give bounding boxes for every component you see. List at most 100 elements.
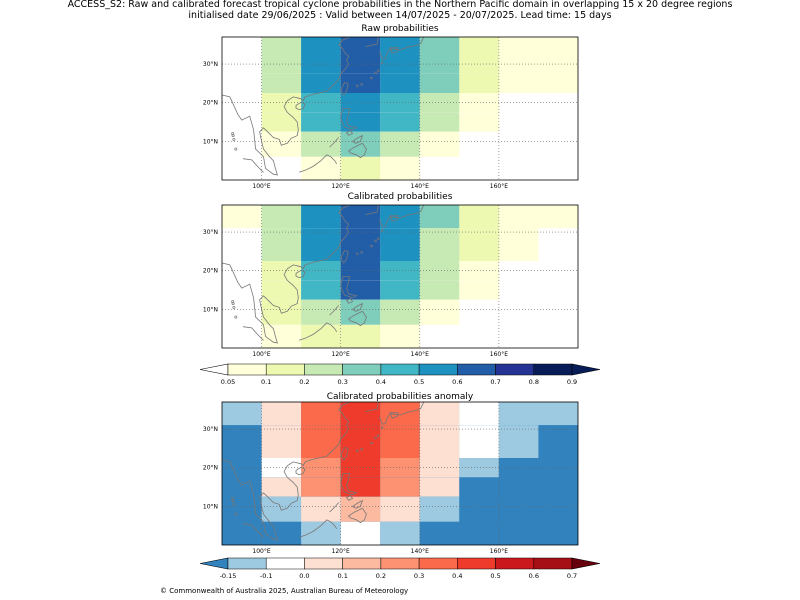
coastline bbox=[295, 466, 306, 476]
colorbar-swatch bbox=[265, 363, 305, 376]
coastline bbox=[340, 276, 358, 299]
colorbar-extend-high bbox=[571, 363, 601, 376]
lat-tick-label: 30°N bbox=[203, 229, 218, 236]
island bbox=[370, 244, 373, 248]
probability-cell bbox=[261, 324, 302, 348]
probability-cell bbox=[459, 228, 499, 262]
probability-cell bbox=[301, 521, 341, 545]
probability-cell bbox=[261, 402, 302, 426]
probability-cell bbox=[340, 112, 381, 132]
probability-cell bbox=[498, 37, 578, 74]
probability-cell bbox=[301, 156, 341, 180]
probability-cell bbox=[301, 261, 341, 281]
island bbox=[356, 449, 359, 452]
probability-cell bbox=[459, 205, 499, 229]
island bbox=[380, 426, 384, 429]
probability-cell bbox=[301, 324, 341, 348]
probability-cell bbox=[419, 205, 460, 229]
probability-cell bbox=[419, 261, 460, 281]
colorbar-tick-label: 0.1 bbox=[338, 572, 348, 580]
colorbar-swatch bbox=[495, 363, 535, 376]
coastline bbox=[347, 142, 367, 159]
probability-cell bbox=[459, 261, 499, 281]
probability-cell bbox=[380, 280, 420, 300]
lat-tick-label: 10°N bbox=[203, 306, 218, 313]
probability-cell bbox=[380, 496, 420, 522]
coastline bbox=[295, 269, 306, 279]
panel-title-raw: Raw probabilities bbox=[361, 24, 439, 34]
probability-cell bbox=[459, 73, 499, 93]
probability-cell bbox=[380, 521, 420, 545]
probability-cell bbox=[261, 425, 302, 459]
island bbox=[360, 447, 363, 451]
probability-cell bbox=[340, 477, 381, 497]
colorbar-swatch bbox=[380, 363, 420, 376]
colorbar-tick-label: -0.15 bbox=[220, 572, 237, 580]
probability-cell bbox=[380, 228, 420, 262]
lon-tick-label: 140°E bbox=[411, 351, 429, 358]
colorbar-extend-low bbox=[199, 557, 229, 570]
coastline bbox=[298, 154, 338, 173]
lat-tick-label: 20°N bbox=[203, 268, 218, 275]
lon-tick-label: 100°E bbox=[252, 351, 270, 358]
coastline bbox=[379, 401, 425, 425]
coastline bbox=[221, 204, 350, 344]
lon-tick-label: 120°E bbox=[332, 183, 350, 190]
probability-cell bbox=[498, 425, 539, 459]
panel-title-anomaly: Calibrated probabilities anomaly bbox=[326, 392, 474, 402]
lon-tick-label: 140°E bbox=[411, 548, 429, 555]
probability-cell bbox=[380, 402, 420, 426]
coastline bbox=[295, 101, 306, 111]
map-panel-1: 100°E 120°E 140°E 160°E 10°N 20°N 30°N bbox=[203, 204, 579, 358]
coastline bbox=[389, 215, 399, 222]
colorbar-tick-label: 0.7 bbox=[490, 378, 500, 386]
probability-cell bbox=[459, 402, 499, 426]
probability-cell bbox=[419, 402, 460, 426]
probability-cell bbox=[261, 112, 302, 132]
colorbar-swatch bbox=[304, 557, 343, 570]
coastline bbox=[365, 204, 379, 216]
colorbar-tick-label: 0.4 bbox=[376, 378, 386, 386]
colorbar-swatch bbox=[380, 557, 420, 570]
probability-cell bbox=[222, 458, 262, 478]
probability-cell bbox=[419, 73, 460, 93]
island bbox=[380, 229, 384, 232]
probability-cell bbox=[340, 280, 381, 300]
probability-cell bbox=[380, 112, 420, 132]
island bbox=[232, 305, 236, 309]
coastline bbox=[351, 302, 364, 312]
probability-cell bbox=[261, 280, 302, 300]
probability-cell bbox=[459, 425, 499, 459]
island bbox=[374, 71, 377, 75]
probability-cell bbox=[340, 37, 381, 74]
probability-cell bbox=[380, 299, 420, 325]
coastline bbox=[351, 134, 364, 144]
probability-cell bbox=[301, 131, 341, 157]
probability-cell bbox=[459, 112, 499, 132]
colorbar-swatch bbox=[342, 557, 382, 570]
colorbar-4: -0.15 -0.1 0.0 0.1 0.2 0.3 0.4 0.5 0.6 0.7 bbox=[199, 557, 601, 580]
lat-tick-label: 10°N bbox=[203, 503, 218, 510]
island bbox=[232, 502, 236, 506]
probability-cell bbox=[301, 73, 341, 93]
probability-cell bbox=[301, 402, 341, 426]
colorbar-swatch bbox=[227, 557, 267, 570]
island bbox=[360, 82, 363, 86]
coastline bbox=[389, 47, 399, 54]
map-frame bbox=[221, 36, 579, 181]
colorbar-swatch bbox=[533, 363, 573, 376]
probability-cell bbox=[340, 156, 381, 180]
probability-cell bbox=[419, 280, 460, 300]
probability-cell bbox=[301, 280, 341, 300]
probability-cell bbox=[340, 521, 381, 545]
probability-cell bbox=[340, 425, 381, 459]
island bbox=[232, 137, 236, 141]
island bbox=[360, 250, 363, 254]
colorbar-swatch bbox=[265, 557, 305, 570]
probability-cell bbox=[340, 228, 381, 262]
island bbox=[231, 302, 235, 306]
colorbar-tick-label: 0.8 bbox=[529, 378, 539, 386]
coastline bbox=[221, 401, 350, 541]
coastline bbox=[242, 326, 264, 341]
